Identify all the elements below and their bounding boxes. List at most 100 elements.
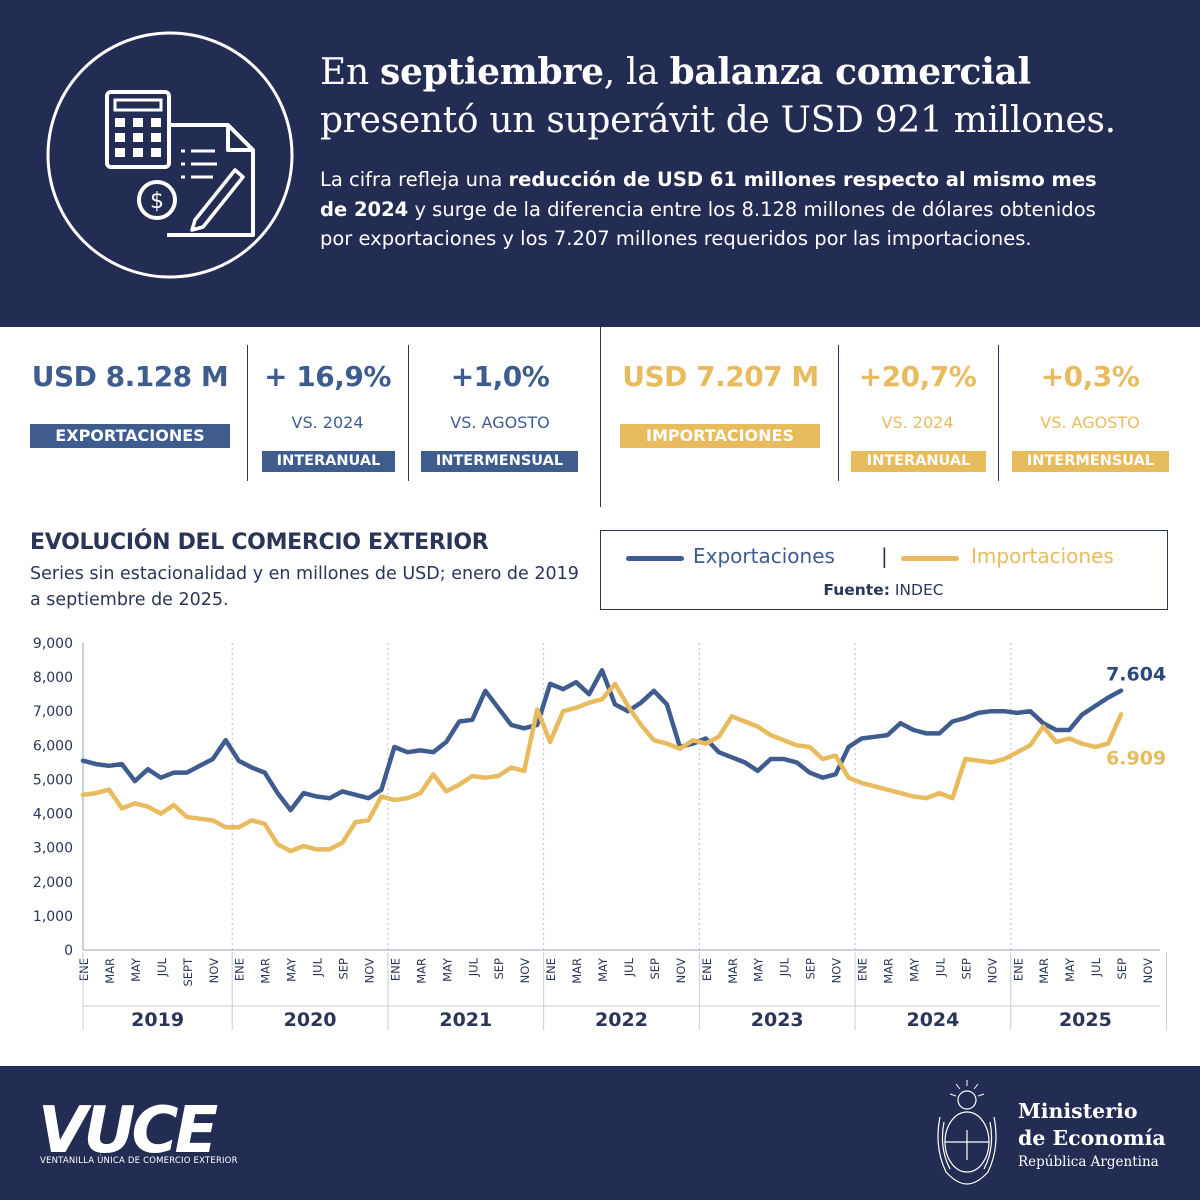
month-tick-label: MAY [285,957,299,982]
divider [600,327,601,507]
imports-mom-value: +0,3% [1040,360,1140,393]
ministry-name-line1: Ministerio [1018,1099,1138,1123]
divider [998,345,999,481]
month-tick-label: ENE [544,958,558,981]
month-tick-label: SEP [804,958,818,980]
y-tick-label: 7,000 [33,704,73,720]
series-end-label: 7.604 [1106,664,1166,686]
legend-source: Fuente: INDEC [601,581,1166,599]
month-tick-label: JUL [622,957,636,977]
month-tick-label: MAY [1063,957,1077,982]
divider [838,345,839,481]
month-tick-label: NOV [830,958,844,983]
month-tick-label: SEP [959,958,973,980]
year-label: 2023 [751,1009,804,1031]
legend-imports-swatch [901,556,959,561]
month-tick-label: MAR [1037,958,1051,984]
series-line-imports [80,681,1124,854]
calculator-invoice-icon: $ [46,31,294,279]
month-tick-label: MAY [440,957,454,982]
ministry-name-line2: de Economía [1018,1126,1166,1150]
month-tick-label: JUL [311,957,325,977]
legend-imports-label: Importaciones [971,544,1114,568]
divider [247,345,248,481]
imports-mom-tag: INTERMENSUAL [1012,451,1169,472]
month-tick-label: ENE [700,958,714,981]
month-tick-label: MAR [103,958,117,984]
summary-part: La cifra refleja una [320,168,509,191]
y-tick-label: 4,000 [33,807,73,823]
month-tick-label: NOV [518,958,532,983]
month-tick-label: NOV [985,958,999,983]
year-label: 2020 [284,1009,337,1031]
stats-panel: USD 8.128 M EXPORTACIONES + 16,9% VS. 20… [0,327,1200,507]
imports-value: USD 7.207 M [622,360,819,393]
month-tick-label: SEP [648,958,662,980]
year-label: 2025 [1059,1009,1112,1031]
year-label: 2024 [906,1009,959,1031]
series-line-exports [80,668,1124,813]
month-tick-label: MAY [752,957,766,982]
y-tick-label: 1,000 [33,909,73,925]
month-tick-label: MAR [414,958,428,984]
headline-part: presentó un superávit de USD 921 millone… [320,100,1116,141]
chart-subtitle: Series sin estacionalidad y en millones … [30,564,579,610]
argentina-coat-of-arms-icon [937,1080,997,1185]
header-banner: $ En septiembre, la balanza comercial pr… [0,0,1200,327]
y-tick-label: 6,000 [33,738,73,754]
month-tick-label: ENE [1011,958,1025,981]
source-value: INDEC [889,581,944,599]
year-label: 2022 [595,1009,648,1031]
exports-yoy-value: + 16,9% [264,360,391,393]
month-tick-label: JUL [933,957,947,977]
month-tick-label: ENE [233,958,247,981]
month-tick-label: SEP [1115,958,1129,980]
month-tick-label: MAY [129,957,143,982]
exports-mom-vs: VS. AGOSTO [450,413,550,432]
month-tick-label: SEP [337,958,351,980]
month-tick-label: JUL [466,957,480,977]
year-label: 2019 [131,1009,184,1031]
imports-yoy-value: +20,7% [858,360,977,393]
month-tick-label: MAR [882,958,896,984]
trade-line-chart: 0 1,000 2,000 3,000 4,000 5,000 6,000 7,000 8,00… [33,636,1167,1031]
month-tick-label: SEPT [181,957,195,987]
month-tick-label: ENE [388,958,402,981]
imports-label: IMPORTACIONES [620,424,820,448]
svg-text:$: $ [150,189,164,214]
divider [408,345,409,481]
month-tick-label: SEP [492,958,506,980]
exports-mom-tag: INTERMENSUAL [421,451,578,472]
ministry-country: República Argentina [1018,1154,1159,1170]
headline-part: , la [603,52,670,93]
month-tick-label: JUL [155,957,169,977]
y-tick-label: 0 [64,943,73,959]
headline-month: septiembre [380,51,604,93]
month-tick-label: JUL [1089,957,1103,977]
exports-value: USD 8.128 M [31,360,229,393]
summary-part: y surge de la diferencia entre los 8.128… [320,197,1096,251]
month-tick-label: NOV [362,958,376,983]
legend-exports-label: Exportaciones [693,544,835,568]
y-tick-label: 9,000 [33,636,73,652]
month-tick-label: ENE [77,958,91,981]
month-tick-label: JUL [778,957,792,977]
month-tick-label: NOV [1141,958,1155,983]
vuce-logo: VUCE [38,1094,221,1164]
headline: En septiembre, la balanza comercial pres… [320,48,1180,145]
imports-yoy-vs: VS. 2024 [881,413,954,432]
y-tick-label: 2,000 [33,875,73,891]
headline-part: En [320,52,381,93]
headline-topic: balanza comercial [669,51,1032,93]
footer-banner: VUCE VENTANILLA ÚNICA DE COMERCIO EXTERI… [0,1066,1200,1200]
year-label: 2021 [439,1009,492,1031]
imports-yoy-tag: INTERANUAL [851,451,986,472]
exports-yoy-tag: INTERANUAL [262,451,395,472]
chart-legend: Exportaciones | Importaciones Fuente: IN… [600,530,1168,610]
month-tick-label: MAR [570,958,584,984]
exports-label: EXPORTACIONES [30,424,230,448]
y-tick-label: 3,000 [33,841,73,857]
summary-highlight: reducción de USD 61 millones respecto al… [320,168,1097,221]
svg-text:VUCE: VUCE [38,1094,217,1164]
exports-mom-value: +1,0% [450,360,550,393]
